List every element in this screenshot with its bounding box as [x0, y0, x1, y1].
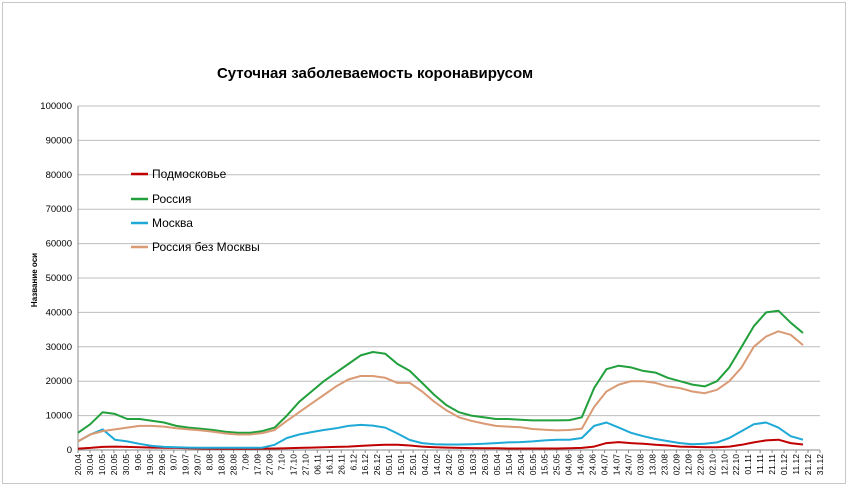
y-tick-label: 60000: [46, 239, 72, 250]
x-tick-label: 04.06: [564, 454, 574, 476]
x-tick-label: 22.10: [731, 454, 741, 476]
x-tick-label: 19.07: [181, 454, 191, 476]
x-tick-label: 28.08: [229, 454, 239, 476]
legend-label: Подмосковье: [152, 167, 227, 181]
y-tick-label: 10000: [46, 411, 72, 422]
y-tick-label: 50000: [46, 273, 72, 284]
x-tick-label: 9.06: [133, 454, 143, 471]
x-tick-label: 14.02: [432, 454, 442, 476]
x-tick-label: 05.05: [528, 454, 538, 476]
x-tick-label: 24.07: [624, 454, 634, 476]
x-tick-label: 05.01: [384, 454, 394, 476]
y-tick-label: 90000: [46, 135, 72, 146]
x-tick-label: 02.10: [707, 454, 717, 476]
y-tick-label: 40000: [46, 307, 72, 318]
x-tick-label: 29.06: [157, 454, 167, 476]
x-tick-label: 04.07: [600, 454, 610, 476]
chart: Суточная заболеваемость коронавирусом На…: [30, 65, 825, 475]
legend: Подмосковье Россия Москва Россия без Москвы: [131, 167, 260, 254]
x-tick-label: 04.02: [420, 454, 430, 476]
x-tick-label: 29.07: [193, 454, 203, 476]
x-tick-label: 16.03: [468, 454, 478, 476]
x-tick-label: 16.11: [324, 454, 334, 475]
x-tick-label: 06.03: [456, 454, 466, 476]
x-tick-label: 7.10: [276, 454, 286, 471]
series-line: [77, 330, 804, 443]
y-tick-label: 70000: [46, 204, 72, 215]
x-tick-label: 05.04: [492, 454, 502, 476]
x-tick-label: 30.05: [121, 454, 131, 476]
x-tick-label: 19.06: [145, 454, 155, 476]
legend-label: Москва: [152, 216, 193, 230]
x-tick-label: 06.11: [312, 454, 322, 475]
x-tick-label: 27.10: [300, 454, 310, 476]
x-tick-label: 15.05: [540, 454, 550, 476]
x-tick-label: 13.08: [647, 454, 657, 476]
x-tick-label: 7.09: [241, 454, 251, 471]
x-tick-label: 21.11: [767, 454, 777, 475]
series-lines: [77, 309, 804, 450]
x-tick-label: 20.05: [109, 454, 119, 476]
x-tick-label: 31.12: [815, 454, 825, 476]
x-tick-label: 15.04: [504, 454, 514, 476]
x-tick-label: 24.02: [444, 454, 454, 476]
x-tick-label: 6.12: [348, 454, 358, 471]
x-tick-label: 25.04: [516, 454, 526, 476]
x-tick-label: 26.12: [372, 454, 382, 476]
x-tick-label: 26.11: [336, 454, 346, 475]
x-tick-label: 26.03: [480, 454, 490, 476]
x-tick-label: 12.10: [719, 454, 729, 476]
y-tick-label: 0: [67, 445, 72, 456]
x-tick-label: 01.11: [743, 454, 753, 475]
y-axis-ticks: 0 10000 20000 30000 40000 50000 60000 70000 8000…: [40, 101, 72, 456]
x-tick-label: 12.09: [683, 454, 693, 476]
y-tick-label: 20000: [46, 376, 72, 387]
x-tick-label: 8.08: [205, 454, 215, 471]
x-tick-label: 24.06: [588, 454, 598, 476]
y-tick-label: 100000: [40, 101, 72, 112]
x-tick-label: 18.08: [217, 454, 227, 476]
y-tick-label: 80000: [46, 170, 72, 181]
x-axis-ticks: 20.04 30.04 10.05 20.05 30.05 9.06 19.06 29.06 9…: [73, 450, 825, 475]
x-tick-label: 10.05: [97, 454, 107, 476]
y-axis-label: Название оси: [30, 253, 39, 307]
x-tick-label: 21.12: [803, 454, 813, 476]
x-tick-label: 11.12: [791, 454, 801, 475]
x-tick-label: 11.11: [755, 454, 765, 474]
x-tick-label: 20.04: [73, 454, 83, 476]
chart-title: Суточная заболеваемость коронавирусом: [217, 65, 533, 82]
x-tick-label: 03.08: [635, 454, 645, 476]
x-tick-label: 14.07: [612, 454, 622, 476]
x-tick-label: 15.01: [396, 454, 406, 476]
x-tick-label: 14.06: [576, 454, 586, 476]
x-tick-label: 17.09: [253, 454, 263, 476]
x-tick-label: 16.12: [360, 454, 370, 476]
x-tick-label: 02.09: [671, 454, 681, 476]
x-tick-label: 25.05: [552, 454, 562, 476]
x-tick-label: 23.08: [659, 454, 669, 476]
x-tick-label: 25.01: [408, 454, 418, 476]
series-line: [77, 421, 804, 449]
series-line: [77, 309, 804, 434]
grid: [77, 105, 820, 451]
x-tick-label: 27.09: [264, 454, 274, 476]
x-tick-label: 30.04: [85, 454, 95, 476]
y-tick-label: 30000: [46, 342, 72, 353]
x-tick-label: 22.09: [695, 454, 705, 476]
x-tick-label: 01.12: [779, 454, 789, 476]
x-tick-label: 17.10: [288, 454, 298, 476]
legend-label: Россия: [152, 192, 191, 206]
legend-label: Россия без Москвы: [152, 240, 260, 254]
x-tick-label: 9.07: [169, 454, 179, 471]
